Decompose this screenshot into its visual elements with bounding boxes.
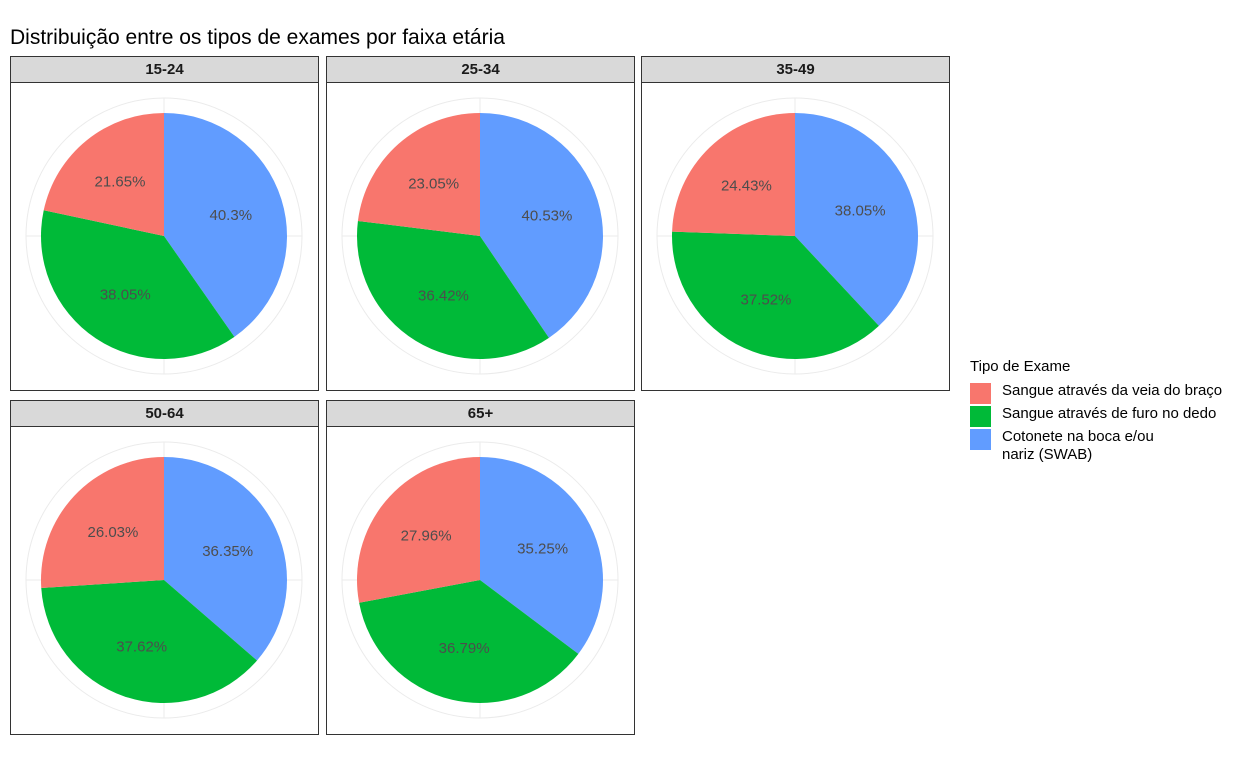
slice-data-label: 36.42%	[418, 288, 469, 305]
facet-panel-35-49: 35-49 38.05% 37.52% 24.43%	[641, 56, 950, 391]
facet-strip-label: 35-49	[641, 56, 950, 83]
slice-data-label: 38.05%	[835, 202, 886, 219]
pie-slice	[43, 113, 164, 236]
legend-label: Sangue através da veia do braço	[1002, 382, 1223, 399]
chart-title: Distribuição entre os tipos de exames po…	[10, 26, 505, 49]
pie-plot-area: 36.35% 37.62% 26.03%	[10, 427, 319, 735]
slice-data-label: 27.96%	[401, 527, 452, 544]
pie-slice	[672, 231, 879, 359]
legend-label: Sangue através de furo no dedo	[1002, 405, 1217, 422]
legend-swatch	[970, 383, 991, 404]
legend-swatch	[970, 406, 991, 427]
legend-title: Tipo de Exame	[970, 358, 1071, 375]
legend-item-swab: Cotonete na boca e/ou nariz (SWAB)	[970, 428, 1222, 464]
slice-data-label: 38.05%	[100, 286, 151, 303]
slice-data-label: 35.25%	[517, 541, 568, 558]
pie-slice	[480, 457, 603, 654]
pie-chart: 40.53% 36.42% 23.05%	[341, 97, 619, 375]
pie-slice	[41, 580, 258, 703]
facet-panel-65-plus: 65+ 35.25% 36.79% 27.96%	[326, 400, 635, 735]
facet-panel-25-34: 25-34 40.53% 36.42% 23.05%	[326, 56, 635, 391]
slice-data-label: 40.53%	[521, 207, 572, 224]
pie-slice	[164, 457, 287, 661]
pie-slice	[357, 457, 480, 603]
pie-chart: 40.3% 38.05% 21.65%	[25, 97, 303, 375]
pie-chart: 35.25% 36.79% 27.96%	[341, 441, 619, 719]
facet-strip-label: 50-64	[10, 400, 319, 427]
pie-slice	[359, 580, 579, 703]
slice-data-label: 21.65%	[95, 174, 146, 191]
legend: Tipo de Exame Sangue através da veia do …	[970, 358, 1222, 464]
pie-plot-area: 40.53% 36.42% 23.05%	[326, 83, 635, 391]
slice-data-label: 36.35%	[202, 543, 253, 560]
slice-data-label: 37.62%	[116, 638, 167, 655]
legend-item-dedo: Sangue através de furo no dedo	[970, 405, 1222, 428]
pie-slice	[41, 457, 164, 588]
legend-swatch	[970, 429, 991, 450]
facet-strip-label: 65+	[326, 400, 635, 427]
pie-plot-area: 38.05% 37.52% 24.43%	[641, 83, 950, 391]
slice-data-label: 36.79%	[439, 640, 490, 657]
legend-item-veia: Sangue através da veia do braço	[970, 382, 1222, 405]
pie-slice	[672, 113, 795, 236]
pie-plot-area: 40.3% 38.05% 21.65%	[10, 83, 319, 391]
legend-label: Cotonete na boca e/ou nariz (SWAB)	[1002, 428, 1154, 463]
slice-data-label: 23.05%	[408, 176, 459, 193]
slice-data-label: 24.43%	[721, 178, 772, 195]
pie-chart: 38.05% 37.52% 24.43%	[656, 97, 934, 375]
facet-strip-label: 25-34	[326, 56, 635, 83]
pie-chart: 36.35% 37.62% 26.03%	[25, 441, 303, 719]
pie-slice	[480, 113, 603, 338]
pie-slice	[40, 210, 235, 359]
pie-plot-area: 35.25% 36.79% 27.96%	[326, 427, 635, 735]
pie-slice	[357, 220, 549, 359]
facet-panel-15-24: 15-24 40.3% 38.05% 21.65%	[10, 56, 319, 391]
pie-slice	[795, 113, 918, 326]
pie-slice	[164, 113, 287, 337]
pie-slice	[357, 113, 480, 236]
slice-data-label: 26.03%	[87, 524, 138, 541]
slice-data-label: 37.52%	[741, 292, 792, 309]
slice-data-label: 40.3%	[210, 207, 253, 224]
facet-panel-50-64: 50-64 36.35% 37.62% 26.03%	[10, 400, 319, 735]
facet-strip-label: 15-24	[10, 56, 319, 83]
